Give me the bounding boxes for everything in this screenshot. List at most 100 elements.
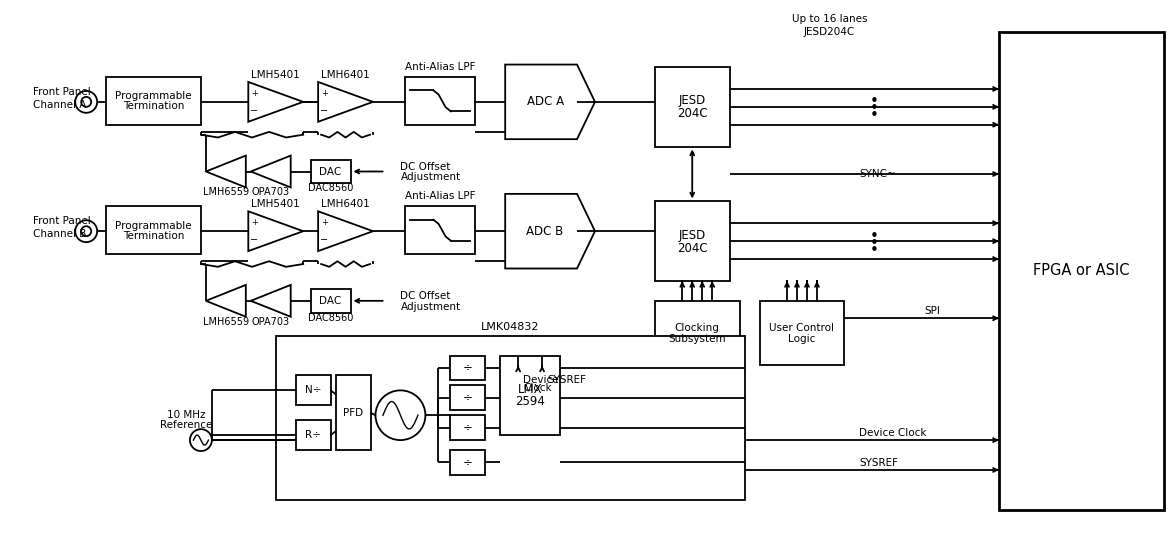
- Polygon shape: [251, 155, 290, 188]
- Text: FPGA or ASIC: FPGA or ASIC: [1033, 264, 1130, 279]
- Bar: [310, 289, 350, 313]
- Text: +: +: [321, 218, 328, 227]
- Text: Anti-Alias LPF: Anti-Alias LPF: [405, 191, 475, 202]
- Bar: [655, 301, 740, 366]
- Text: ADC A: ADC A: [527, 95, 563, 108]
- Text: DAC: DAC: [320, 167, 342, 176]
- Bar: [760, 301, 844, 366]
- Text: R÷: R÷: [306, 430, 321, 440]
- Text: SYNC~: SYNC~: [860, 169, 896, 179]
- Text: −: −: [251, 106, 259, 116]
- Bar: [655, 202, 730, 281]
- Bar: [655, 67, 730, 147]
- Text: •: •: [870, 108, 878, 123]
- Text: Reference: Reference: [159, 420, 212, 430]
- Text: ÷: ÷: [463, 456, 473, 469]
- Text: Front Panel: Front Panel: [33, 216, 91, 226]
- Text: DAC8560: DAC8560: [308, 183, 354, 193]
- Text: ÷: ÷: [463, 421, 473, 434]
- Text: LMH5401: LMH5401: [252, 199, 300, 210]
- Text: Logic: Logic: [788, 334, 816, 344]
- Polygon shape: [248, 211, 303, 251]
- Bar: [500, 355, 560, 435]
- Text: SYSREF: SYSREF: [860, 458, 898, 468]
- Text: Front Panel: Front Panel: [33, 87, 91, 97]
- Text: Device Clock: Device Clock: [860, 428, 927, 438]
- Text: +: +: [251, 218, 258, 227]
- Text: ÷: ÷: [463, 361, 473, 375]
- Text: JESD: JESD: [679, 229, 706, 242]
- Text: Adjustment: Adjustment: [400, 173, 460, 182]
- Text: +: +: [251, 88, 258, 98]
- Text: Subsystem: Subsystem: [669, 334, 726, 344]
- Bar: [999, 32, 1164, 510]
- Bar: [296, 420, 330, 450]
- Text: −: −: [320, 106, 328, 116]
- Text: 10 MHz: 10 MHz: [166, 410, 205, 420]
- Text: Anti-Alias LPF: Anti-Alias LPF: [405, 62, 475, 72]
- Text: ÷: ÷: [463, 391, 473, 404]
- Text: Termination: Termination: [123, 101, 184, 111]
- Bar: [451, 450, 485, 475]
- Text: 204C: 204C: [677, 107, 707, 120]
- Text: DAC: DAC: [320, 296, 342, 306]
- Text: Channel A: Channel A: [33, 100, 87, 110]
- Text: SYSREF: SYSREF: [547, 375, 587, 385]
- Bar: [107, 77, 201, 125]
- Polygon shape: [206, 155, 246, 188]
- Bar: [451, 415, 485, 440]
- Text: JESD204C: JESD204C: [803, 27, 855, 37]
- Polygon shape: [206, 285, 246, 317]
- Text: Channel B: Channel B: [33, 229, 87, 239]
- Text: •: •: [870, 243, 878, 258]
- Text: DAC8560: DAC8560: [308, 312, 354, 323]
- Text: Termination: Termination: [123, 230, 184, 241]
- Text: +: +: [321, 88, 328, 98]
- Bar: [310, 160, 350, 183]
- Text: Clocking: Clocking: [674, 323, 720, 333]
- Text: −: −: [320, 235, 328, 245]
- Text: OPA703: OPA703: [252, 317, 289, 327]
- Polygon shape: [319, 82, 374, 122]
- Text: LMH6401: LMH6401: [321, 199, 370, 210]
- Text: 204C: 204C: [677, 242, 707, 255]
- Text: DC Offset: DC Offset: [400, 161, 451, 172]
- Polygon shape: [505, 64, 595, 139]
- Text: •: •: [870, 236, 878, 251]
- Text: Programmable: Programmable: [115, 92, 192, 101]
- Text: JESD: JESD: [679, 94, 706, 107]
- Text: •: •: [870, 94, 878, 109]
- Text: Adjustment: Adjustment: [400, 302, 460, 312]
- Text: LMH5401: LMH5401: [252, 70, 300, 80]
- Bar: [405, 206, 475, 254]
- Text: PFD: PFD: [343, 408, 363, 418]
- Text: •: •: [870, 101, 878, 116]
- Bar: [107, 206, 201, 254]
- Bar: [405, 77, 475, 125]
- Bar: [275, 336, 745, 500]
- Text: •: •: [870, 229, 878, 244]
- Text: DC Offset: DC Offset: [400, 291, 451, 301]
- Text: LMX: LMX: [518, 383, 542, 396]
- Bar: [336, 375, 370, 450]
- Text: N÷: N÷: [304, 385, 321, 396]
- Text: Clock: Clock: [523, 383, 552, 393]
- Text: Device: Device: [523, 375, 559, 385]
- Text: OPA703: OPA703: [252, 188, 289, 197]
- Text: Programmable: Programmable: [115, 221, 192, 230]
- Text: LMH6559: LMH6559: [203, 188, 249, 197]
- Text: User Control: User Control: [769, 323, 835, 333]
- Text: 2594: 2594: [515, 395, 545, 408]
- Text: SPI: SPI: [924, 306, 940, 316]
- Polygon shape: [505, 194, 595, 269]
- Polygon shape: [251, 285, 290, 317]
- Bar: [451, 355, 485, 381]
- Bar: [296, 375, 330, 405]
- Text: Up to 16 lanes: Up to 16 lanes: [792, 14, 868, 24]
- Text: LMH6401: LMH6401: [321, 70, 370, 80]
- Text: LMK04832: LMK04832: [481, 322, 540, 332]
- Text: −: −: [251, 235, 259, 245]
- Text: LMH6559: LMH6559: [203, 317, 249, 327]
- Polygon shape: [319, 211, 374, 251]
- Bar: [451, 385, 485, 410]
